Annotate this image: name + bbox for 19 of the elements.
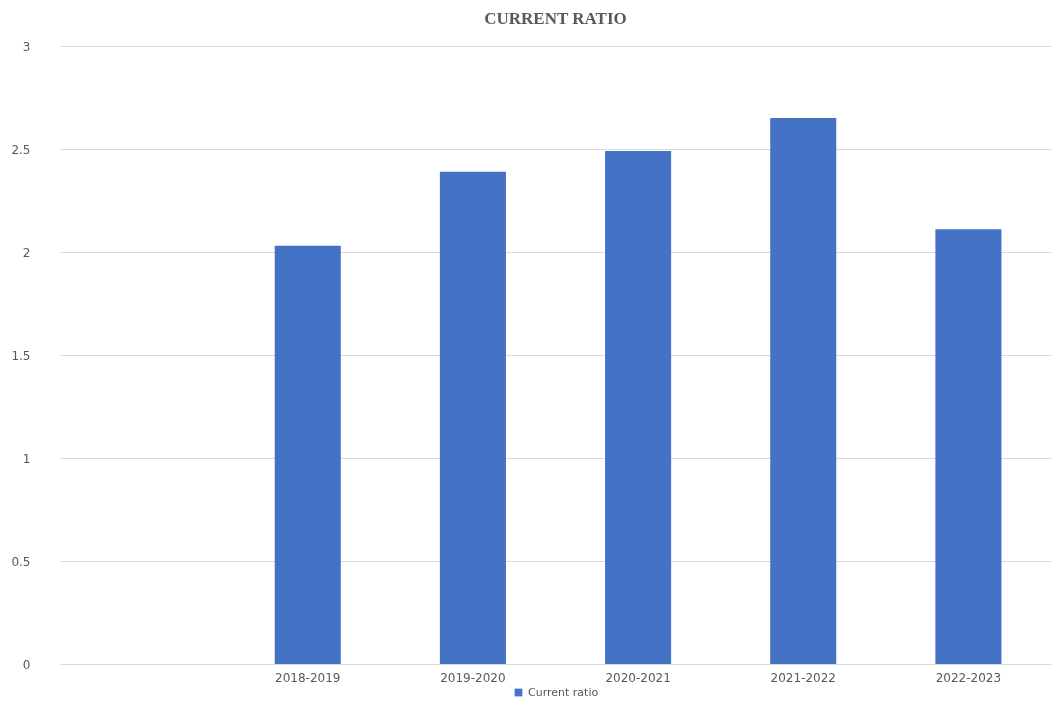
bar (605, 151, 672, 664)
y-tick-label: 0.5 (11, 554, 31, 569)
bar (935, 229, 1002, 664)
chart-title: CURRENT RATIO (484, 9, 627, 28)
y-tick-label: 2 (22, 245, 31, 260)
y-tick-label: 0 (22, 657, 31, 672)
x-tick-label: 2019-2020 (440, 670, 506, 685)
x-tick-label: 2021-2022 (770, 670, 836, 685)
bar (439, 171, 506, 664)
bar (770, 118, 837, 664)
x-tick-label: 2022-2023 (935, 670, 1002, 685)
y-tick-label: 3 (22, 39, 31, 54)
legend-label: Current ratio (528, 685, 599, 699)
y-tick-label: 1.5 (11, 348, 31, 363)
y-tick-label: 1 (22, 451, 31, 466)
x-tick-label: 2018-2019 (275, 670, 341, 685)
x-tick-label: 2020-2021 (605, 670, 671, 685)
y-tick-label: 2.5 (11, 142, 31, 157)
bar (274, 245, 341, 664)
